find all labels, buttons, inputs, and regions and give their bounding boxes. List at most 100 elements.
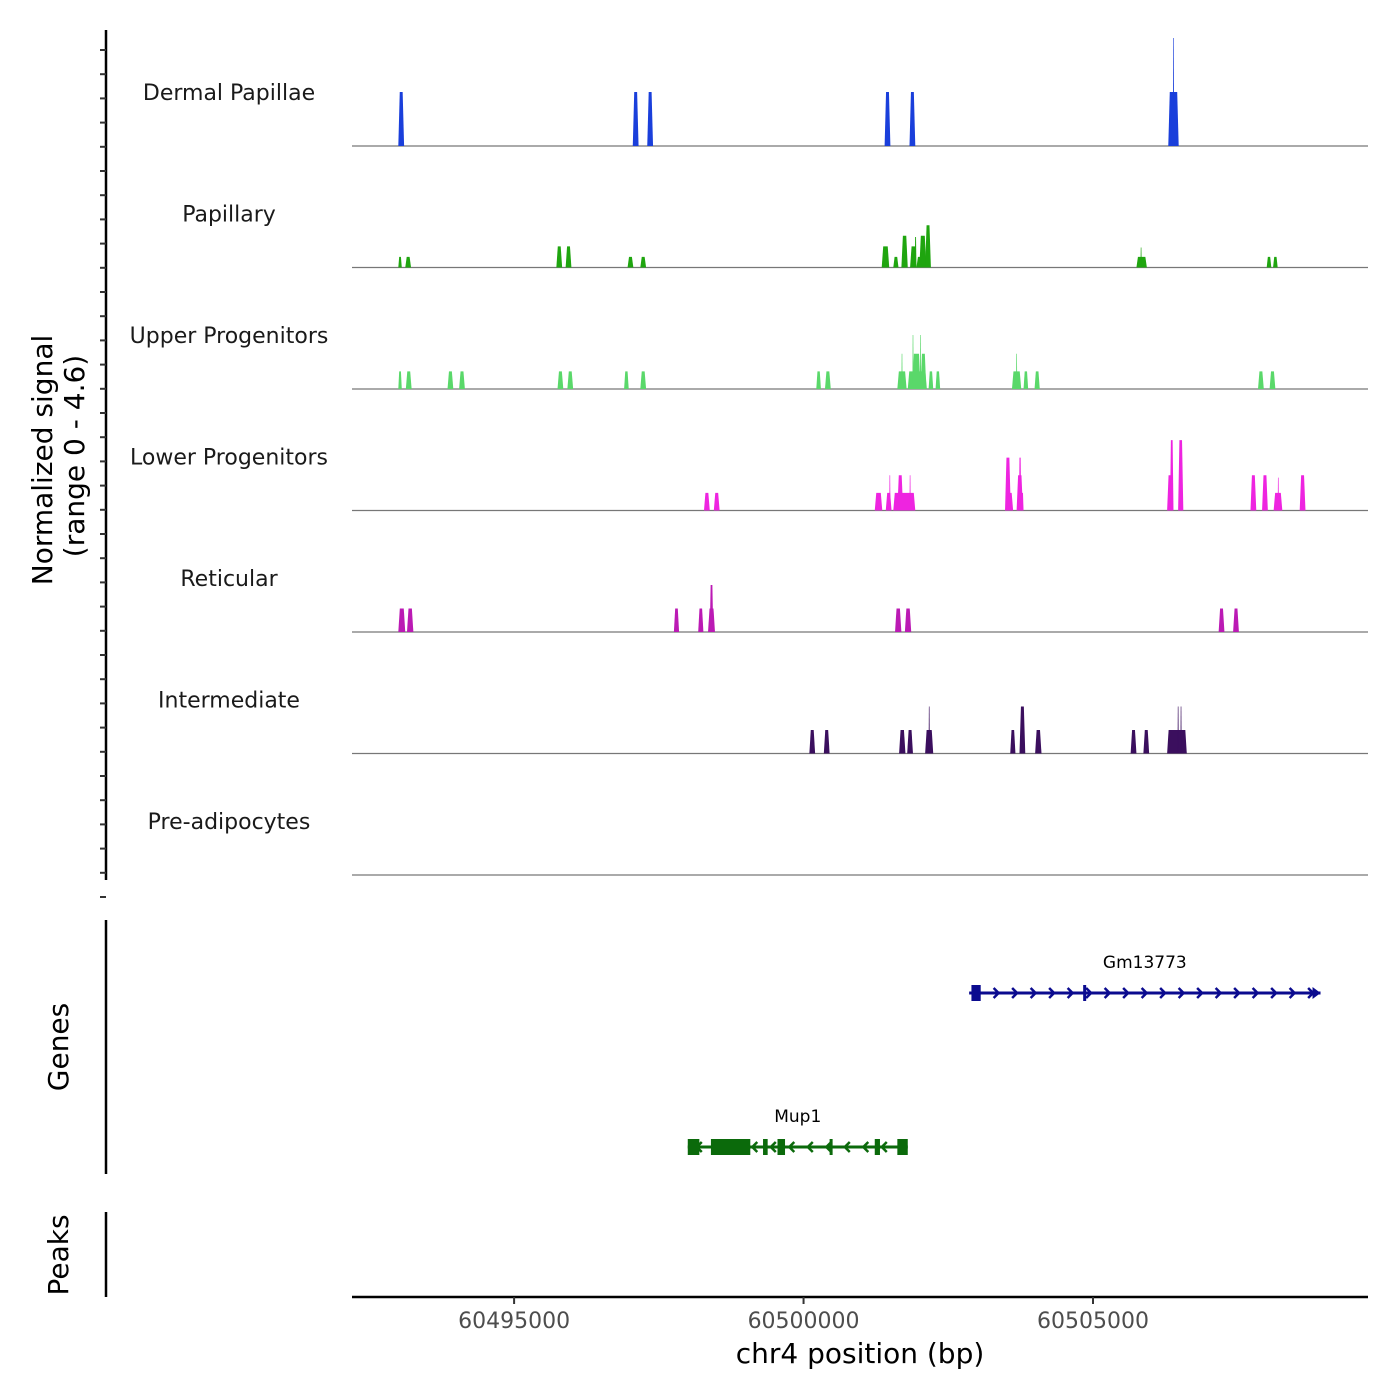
strand-arrow-icon — [861, 1141, 870, 1153]
strand-arrow-icon — [787, 1141, 796, 1153]
signal-peak — [1140, 247, 1142, 268]
signal-peak — [920, 353, 927, 389]
signal-peak — [904, 608, 912, 632]
signal-peak — [823, 730, 830, 754]
peaks-panel-label: Peaks — [42, 1214, 75, 1295]
signal-peak — [914, 236, 917, 268]
gene-exon — [897, 1139, 908, 1155]
track-label: Papillary — [182, 203, 276, 228]
strand-arrow-icon — [843, 1141, 851, 1153]
signal-peak — [1172, 38, 1175, 146]
signal-peak — [398, 371, 402, 389]
signal-peak — [673, 608, 680, 632]
gene-exon — [874, 1139, 880, 1155]
strand-arrow-icon — [1270, 987, 1278, 999]
signal-peak — [1233, 608, 1239, 632]
strand-arrow-icon — [1177, 987, 1186, 999]
signal-peak — [1007, 492, 1014, 511]
signal-peak — [1250, 475, 1257, 511]
x-tick-label: 60500000 — [748, 1309, 860, 1334]
signal-peak — [1034, 371, 1040, 389]
signal-peak — [1019, 706, 1026, 754]
gene-exon — [710, 1139, 751, 1155]
y-axis-title-line1: Normalized signal — [26, 335, 59, 586]
signal-peak — [1266, 256, 1272, 268]
strand-arrow-icon — [1029, 987, 1038, 999]
track-papillary: Papillary — [182, 203, 1368, 269]
strand-arrow-icon — [1066, 987, 1075, 999]
signal-y-axis — [100, 30, 108, 898]
signal-peak — [405, 371, 412, 389]
signal-peak — [909, 92, 916, 146]
track-label: Intermediate — [158, 689, 300, 714]
signal-peak — [1178, 440, 1184, 511]
signal-peak — [1010, 730, 1016, 754]
signal-peak — [1262, 475, 1268, 511]
strand-arrow-icon — [750, 1141, 759, 1153]
strand-arrow-icon — [1011, 987, 1019, 999]
track-upper-progenitors: Upper Progenitors — [130, 324, 1368, 390]
signal-peak — [398, 92, 405, 146]
track-pre-adipocytes: Pre-adipocytes — [148, 810, 1368, 876]
signal-peak — [1018, 457, 1022, 511]
track-label: Lower Progenitors — [130, 446, 328, 471]
signal-peak — [901, 353, 903, 389]
x-axis: 60495000 60500000 60505000 — [352, 1295, 1368, 1334]
signal-peak — [459, 371, 465, 389]
signal-peak — [647, 92, 654, 146]
signal-peak — [816, 371, 821, 389]
signal-peak — [632, 92, 639, 146]
strand-arrow-icon — [1233, 987, 1241, 999]
signal-peak — [447, 371, 454, 389]
signal-peak — [874, 492, 883, 511]
gene-annotation-panel: Gm13773 Mup1 — [687, 953, 1321, 1155]
signal-peak — [556, 246, 563, 268]
strand-arrow-icon — [1251, 987, 1260, 999]
signal-peak — [1143, 730, 1150, 754]
gene-exon — [1083, 985, 1087, 1001]
signal-peak — [703, 492, 710, 511]
signal-peak — [709, 585, 714, 632]
signal-peak — [1130, 730, 1137, 754]
strand-arrow-icon — [1214, 987, 1223, 999]
signal-peak — [1021, 492, 1024, 511]
signal-peak — [824, 371, 831, 389]
x-tick-label: 60505000 — [1037, 1309, 1149, 1334]
strand-arrow-icon — [1085, 987, 1093, 999]
gene-label: Mup1 — [774, 1107, 821, 1127]
signal-peak — [1299, 475, 1306, 511]
signal-peak — [624, 371, 629, 389]
signal-peak — [889, 475, 891, 511]
track-label: Dermal Papillae — [143, 81, 315, 106]
signal-peak — [557, 371, 564, 389]
signal-peak — [897, 475, 904, 511]
strand-arrow-icon — [1288, 987, 1297, 999]
track-label: Reticular — [180, 567, 278, 592]
x-tick-label: 60495000 — [458, 1309, 570, 1334]
strand-arrow-icon — [769, 1141, 777, 1153]
signal-peak — [640, 371, 647, 389]
track-label: Upper Progenitors — [130, 324, 329, 349]
strand-arrow-icon — [806, 1141, 814, 1153]
track-label: Pre-adipocytes — [148, 810, 311, 835]
signal-peak — [1167, 730, 1187, 754]
strand-arrow-icon — [824, 1141, 833, 1153]
signal-peak — [907, 730, 913, 754]
signal-peak — [627, 256, 634, 268]
signal-peak — [928, 371, 934, 389]
signal-peak — [1269, 371, 1276, 389]
signal-peak — [893, 256, 899, 268]
signal-peak — [809, 730, 816, 754]
gene-mup1: Mup1 — [687, 1107, 908, 1155]
strand-arrow-icon — [1196, 987, 1204, 999]
strand-arrow-icon — [992, 987, 1001, 999]
strand-arrow-icon — [880, 1141, 888, 1153]
signal-peak — [1016, 353, 1018, 389]
signal-peak — [713, 492, 720, 511]
signal-peak — [1136, 256, 1147, 268]
signal-peak — [919, 335, 922, 389]
strand-arrow-icon — [1122, 987, 1130, 999]
signal-peak — [1273, 256, 1278, 268]
track-dermal-papillae: Dermal Papillae — [143, 38, 1368, 147]
gene-exon — [829, 1139, 833, 1155]
